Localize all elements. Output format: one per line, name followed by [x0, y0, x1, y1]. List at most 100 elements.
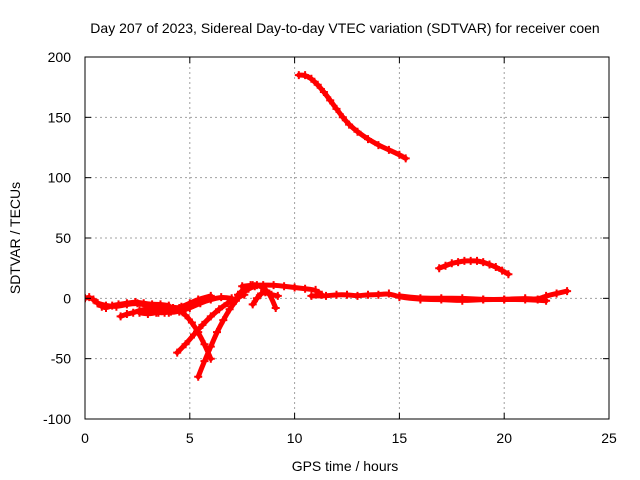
- data-point-marker: [563, 287, 572, 296]
- data-point-marker: [267, 290, 276, 299]
- data-point-marker: [307, 74, 316, 83]
- chart-title: Day 207 of 2023, Sidereal Day-to-day VTE…: [90, 20, 599, 36]
- data-point-marker: [217, 293, 226, 302]
- y-tick-labels: -100 -50 0 50 100 150 200: [43, 49, 71, 427]
- data-point-marker: [364, 135, 372, 144]
- data-point-marker: [441, 261, 450, 270]
- data-point-marker: [93, 299, 102, 308]
- data-point-marker: [437, 294, 446, 303]
- y-tick-label: 100: [48, 170, 72, 186]
- data-point-marker: [521, 294, 530, 303]
- x-tick-labels: 0 5 10 15 20 25: [81, 430, 617, 446]
- data-point-marker: [164, 308, 173, 317]
- data-point-marker: [326, 96, 335, 105]
- data-point-marker: [435, 264, 444, 273]
- data-point-marker: [345, 120, 354, 129]
- y-tick-label: 0: [63, 290, 71, 306]
- data-point-marker: [185, 304, 194, 312]
- x-tick-label: 25: [601, 430, 617, 446]
- series-arc-10: [248, 288, 282, 309]
- x-axis-label: GPS time / hours: [292, 458, 399, 474]
- data-point-marker: [112, 302, 121, 311]
- data-point-marker: [206, 295, 215, 304]
- data-point-marker: [485, 260, 494, 269]
- data-point-marker: [313, 80, 322, 89]
- data-point-marker: [169, 304, 177, 312]
- data-point-marker: [384, 145, 393, 154]
- data-point-marker: [458, 294, 467, 303]
- data-point-marker: [173, 348, 182, 357]
- data-point-marker: [215, 305, 224, 314]
- data-point-marker: [219, 316, 228, 325]
- data-point-marker: [102, 301, 110, 310]
- data-point-marker: [301, 284, 310, 293]
- data-point-marker: [271, 304, 280, 312]
- data-point-marker: [223, 299, 232, 308]
- data-point-marker: [252, 294, 261, 303]
- data-point-marker: [206, 312, 215, 321]
- data-point-marker: [374, 290, 383, 299]
- series-arc-13: [395, 287, 572, 304]
- data-point-marker: [154, 306, 163, 315]
- data-point-marker: [301, 71, 310, 80]
- x-tick-label: 5: [186, 430, 194, 446]
- series-arc-11: [238, 281, 326, 299]
- series-arc-15: [435, 256, 513, 279]
- data-point-marker: [89, 295, 98, 304]
- y-tick-label: 150: [48, 109, 72, 125]
- data-point-marker: [187, 318, 196, 327]
- data-point-marker: [273, 291, 282, 300]
- data-point-marker: [533, 295, 542, 304]
- data-point-marker: [364, 290, 372, 299]
- data-point-marker: [498, 266, 507, 275]
- data-point-marker: [259, 281, 268, 290]
- series-line: [174, 292, 247, 356]
- data-point-marker: [322, 291, 330, 300]
- y-tick-label: 200: [48, 49, 72, 65]
- data-point-marker: [552, 289, 561, 298]
- data-point-marker: [206, 342, 215, 351]
- data-point-marker: [196, 299, 205, 308]
- y-axis-label: SDTVAR / TECUs: [7, 182, 23, 294]
- data-point-marker: [200, 357, 209, 366]
- data-point-marker: [447, 259, 456, 268]
- data-point-marker: [248, 281, 257, 290]
- data-point-marker: [353, 291, 362, 300]
- data-point-marker: [280, 282, 289, 291]
- data-point-marker: [338, 113, 347, 122]
- data-point-marker: [454, 258, 463, 267]
- y-tick-label: -50: [51, 351, 71, 367]
- data-point-marker: [269, 281, 278, 290]
- data-point-marker: [135, 308, 144, 317]
- x-tick-label: 10: [287, 430, 303, 446]
- y-tick-label: 50: [55, 230, 71, 246]
- data-point-marker: [332, 290, 341, 299]
- data-point-marker: [181, 340, 190, 349]
- data-point-marker: [116, 312, 125, 321]
- data-point-marker: [491, 263, 500, 271]
- y-tick-label: -100: [43, 411, 71, 427]
- data-point-marker: [225, 305, 234, 314]
- series-arc-14: [294, 71, 410, 163]
- data-point-marker: [479, 258, 488, 267]
- data-point-marker: [261, 288, 270, 297]
- data-point-marker: [504, 270, 513, 279]
- data-point-marker: [307, 291, 316, 300]
- data-point-marker: [473, 256, 481, 265]
- data-point-marker: [200, 340, 209, 349]
- data-point-marker: [384, 289, 393, 298]
- data-point-marker: [290, 283, 299, 292]
- axis-ticks: [84, 56, 610, 420]
- data-point-marker: [234, 290, 242, 299]
- data-point-marker: [319, 88, 328, 96]
- data-point-marker: [198, 320, 207, 329]
- data-point-marker: [143, 310, 152, 318]
- data-point-marker: [231, 296, 240, 305]
- data-point-marker: [248, 300, 257, 309]
- data-point-marker: [401, 154, 410, 163]
- data-series: [85, 71, 572, 381]
- data-point-marker: [175, 306, 184, 315]
- data-point-marker: [190, 330, 198, 339]
